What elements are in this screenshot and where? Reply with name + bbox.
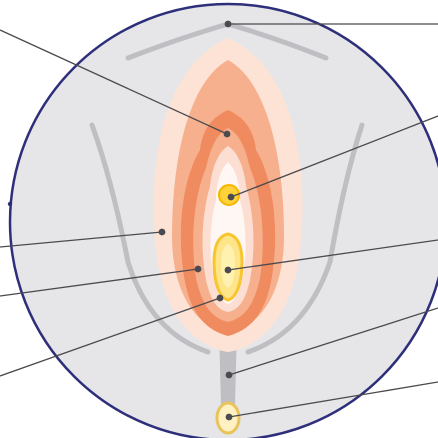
diagram-circle-border <box>8 2 438 438</box>
circle-edge-dot <box>7 201 13 207</box>
leader-dot-lower-left-b <box>216 294 224 302</box>
leader-dot-perineum <box>225 371 233 379</box>
right-crease-line <box>245 122 365 355</box>
leader-line-upper-left <box>0 29 228 135</box>
leader-dot-lower-left-a <box>194 265 202 273</box>
leader-line-lower-left-a <box>0 268 199 297</box>
leader-dots <box>158 20 235 421</box>
leader-dot-upper-yellow <box>227 193 235 201</box>
leader-line-lower-right-b <box>228 381 438 418</box>
leader-dot-lower-yellow <box>225 413 233 421</box>
leader-dot-central-yellow <box>224 266 232 274</box>
leader-line-middle-right <box>227 239 438 271</box>
left-crease-line <box>89 122 211 355</box>
central-yellow-highlight <box>221 244 235 288</box>
leader-dot-top <box>224 20 232 28</box>
leader-dot-middle-left <box>158 228 166 236</box>
leader-lines <box>0 23 438 418</box>
leader-line-lower-left-b <box>0 297 221 377</box>
leader-dot-upper-inner <box>223 130 231 138</box>
leader-line-lower-right-a <box>228 307 438 376</box>
leader-line-upper-right <box>230 115 438 198</box>
leader-line-middle-left <box>0 231 163 248</box>
